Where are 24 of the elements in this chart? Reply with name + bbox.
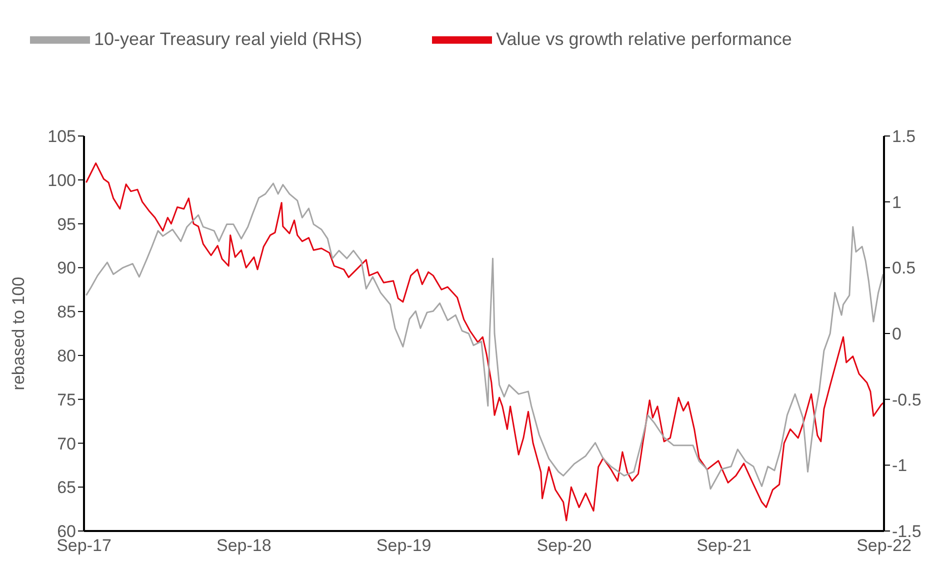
y-tick-label: 100	[48, 170, 76, 190]
legend-label: 10-year Treasury real yield (RHS)	[94, 28, 362, 49]
y2-tick-label: 0	[892, 324, 902, 344]
y2-tick-label: -1	[892, 456, 908, 476]
y-tick-label: 105	[48, 127, 76, 146]
y-tick-label: 90	[57, 258, 76, 278]
y-tick-label: 65	[57, 478, 76, 498]
x-tick-label: Sep-17	[56, 536, 112, 556]
y2-tick-label: 0.5	[892, 258, 916, 278]
y-tick-label: 75	[57, 390, 76, 410]
x-tick-label: Sep-21	[696, 536, 752, 556]
y-tick-label: 95	[57, 214, 76, 234]
y2-tick-label: 1	[892, 192, 902, 212]
y-tick-label: 80	[57, 346, 76, 366]
x-tick-label: Sep-22	[856, 536, 912, 556]
y-axis-title: rebased to 100	[9, 276, 28, 390]
x-tick-label: Sep-19	[376, 536, 432, 556]
y2-tick-label: 1.5	[892, 127, 916, 146]
x-tick-label: Sep-20	[536, 536, 592, 556]
x-tick-label: Sep-18	[216, 536, 272, 556]
y2-tick-label: -0.5	[892, 390, 922, 410]
y-tick-label: 70	[57, 434, 76, 454]
legend-label: Value vs growth relative performance	[496, 28, 792, 49]
y-tick-label: 85	[57, 302, 76, 322]
